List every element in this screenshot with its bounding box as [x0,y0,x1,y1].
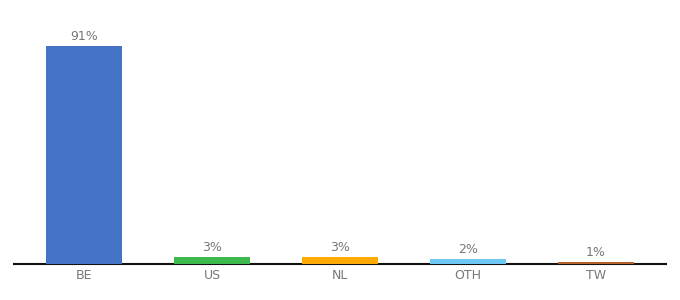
Text: 3%: 3% [330,241,350,254]
Bar [558,262,634,264]
Bar [430,259,507,264]
Text: 91%: 91% [70,30,98,43]
Text: 3%: 3% [202,241,222,254]
Bar [46,46,122,264]
Bar [302,257,378,264]
Text: 2%: 2% [458,243,478,256]
Bar [173,257,250,264]
Text: 1%: 1% [586,246,606,259]
